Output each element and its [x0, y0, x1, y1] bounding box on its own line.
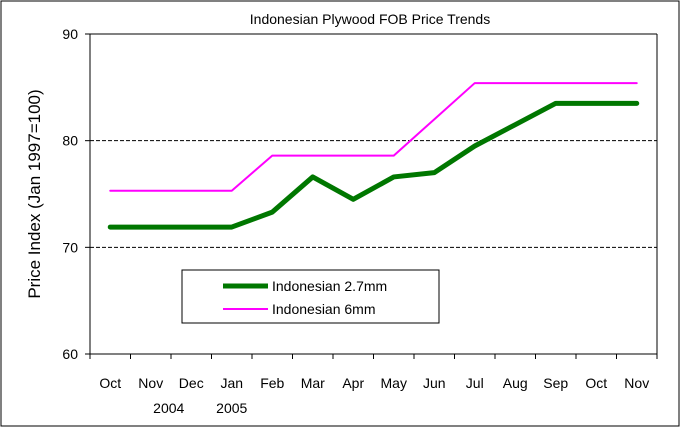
x-tick-label: Feb [260, 375, 284, 391]
x-tick-label: Jul [466, 375, 484, 391]
x-tick-label: Jan [220, 375, 243, 391]
chart-border [1, 1, 679, 426]
x-tick-label: Mar [301, 375, 325, 391]
year-label: 2005 [216, 400, 247, 416]
y-tick-label: 70 [62, 239, 78, 255]
y-axis-label: Price Index (Jan 1997=100) [25, 89, 44, 298]
legend-label-6mm: Indonesian 6mm [272, 301, 376, 317]
chart-title: Indonesian Plywood FOB Price Trends [250, 11, 490, 27]
x-tick-label: Dec [179, 375, 204, 391]
y-tick-label: 80 [62, 133, 78, 149]
x-tick-label: Nov [138, 375, 163, 391]
x-tick-label: Oct [585, 375, 607, 391]
x-tick-label: Jun [423, 375, 446, 391]
x-tick-label: Oct [99, 375, 121, 391]
y-tick-label: 60 [62, 346, 78, 362]
x-tick-label: Apr [342, 375, 364, 391]
year-label: 2004 [153, 400, 184, 416]
legend: Indonesian 2.7mm Indonesian 6mm [182, 270, 439, 323]
x-tick-label: Aug [503, 375, 528, 391]
x-tick-label: May [381, 375, 407, 391]
x-tick-label: Nov [624, 375, 649, 391]
legend-label-2-7mm: Indonesian 2.7mm [272, 278, 387, 294]
y-tick-label: 90 [62, 26, 78, 42]
x-tick-label: Sep [543, 375, 568, 391]
